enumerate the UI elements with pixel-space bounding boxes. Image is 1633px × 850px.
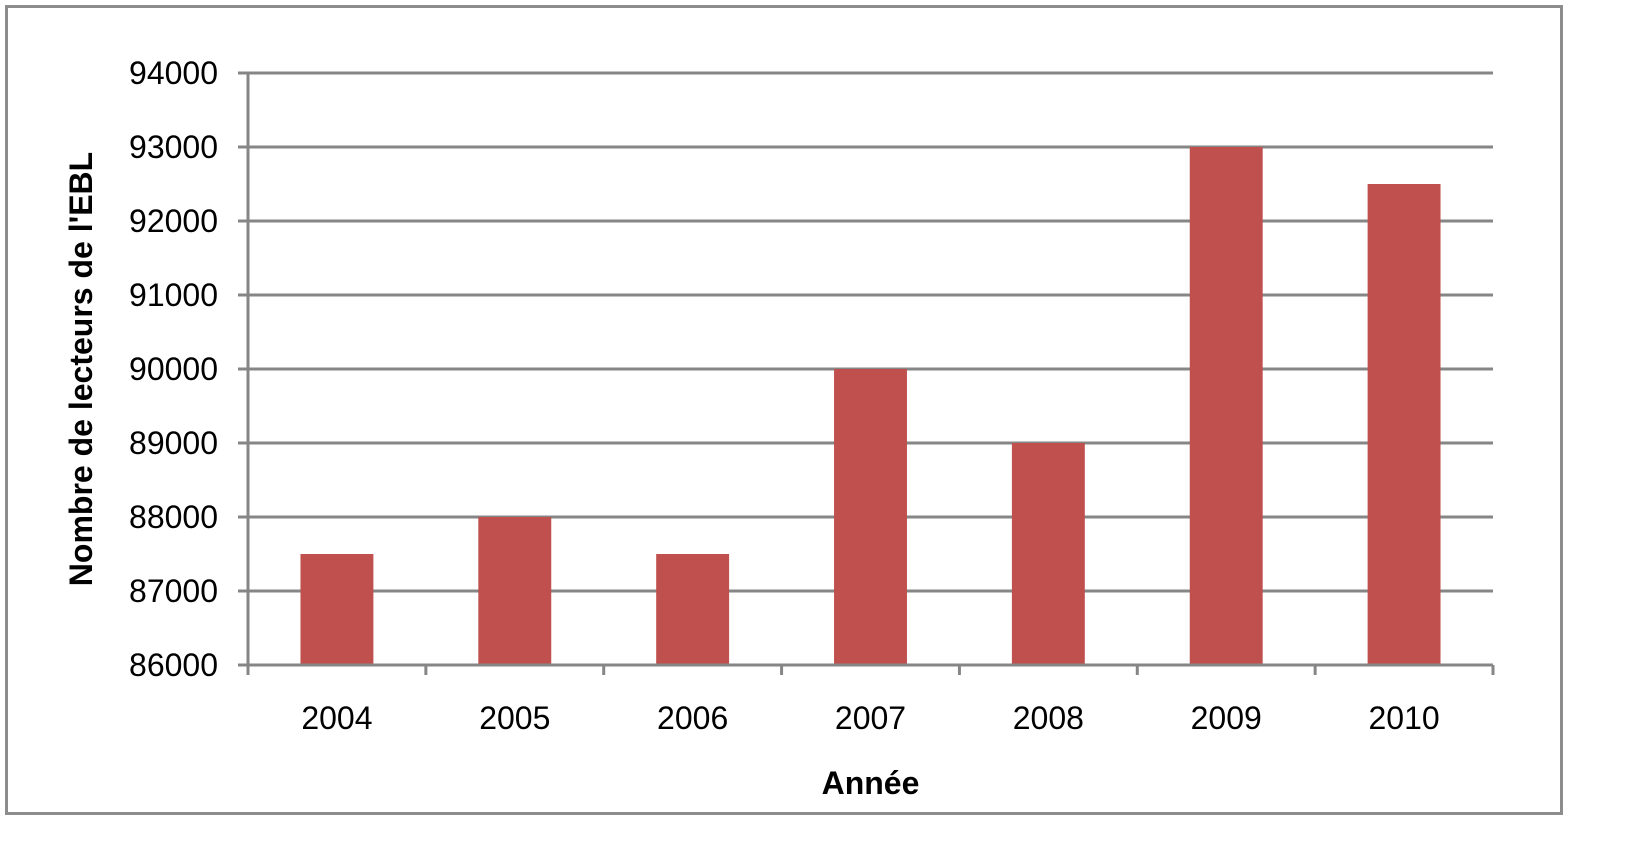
y-tick-label-93000: 93000 — [129, 129, 218, 165]
bar-2005 — [478, 517, 552, 665]
bar-2007 — [834, 369, 907, 665]
y-tick-label-88000: 88000 — [129, 499, 218, 535]
chart-frame: 86000 87000 88000 89000 90000 91000 92000 93000… — [5, 5, 1563, 815]
y-tick-label-90000: 90000 — [129, 351, 218, 387]
x-tick-label-2010: 2010 — [1368, 700, 1439, 736]
y-tick-label-87000: 87000 — [129, 573, 218, 609]
x-tick-label-2007: 2007 — [835, 700, 906, 736]
y-tick-label-92000: 92000 — [129, 203, 218, 239]
bars — [300, 147, 1441, 665]
y-tick-label-86000: 86000 — [129, 647, 218, 683]
x-axis-title: Année — [822, 765, 920, 801]
y-tick-label-89000: 89000 — [129, 425, 218, 461]
x-tick-label-2005: 2005 — [479, 700, 550, 736]
bar-2008 — [1011, 443, 1085, 665]
axes — [238, 71, 1495, 675]
x-tick-label-2009: 2009 — [1191, 700, 1262, 736]
x-tick-label-2004: 2004 — [301, 700, 372, 736]
y-tick-label-94000: 94000 — [129, 55, 218, 91]
x-tick-label-2006: 2006 — [657, 700, 728, 736]
bar-2004 — [300, 554, 374, 665]
y-axis-title: Nombre de lecteurs de l'EBL — [63, 152, 99, 586]
bar-2009 — [1189, 147, 1263, 665]
bar-2006 — [656, 554, 730, 665]
bar-chart: 86000 87000 88000 89000 90000 91000 92000 93000… — [63, 55, 1495, 801]
x-tick-label-2008: 2008 — [1013, 700, 1084, 736]
tick-labels: 86000 87000 88000 89000 90000 91000 92000 93000… — [129, 55, 1440, 736]
y-tick-label-91000: 91000 — [129, 277, 218, 313]
bar-2010 — [1367, 184, 1441, 665]
